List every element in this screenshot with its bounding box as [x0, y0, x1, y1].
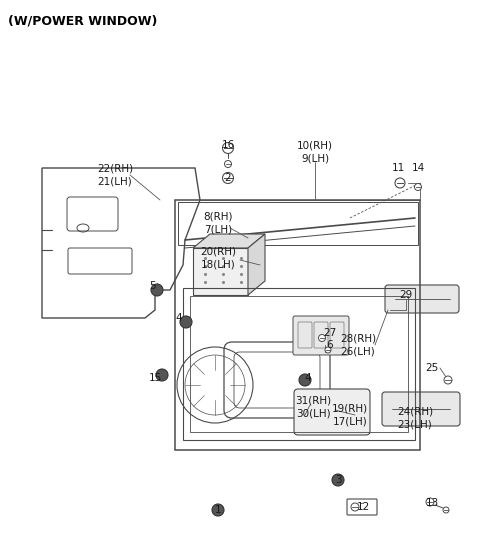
- Text: 11: 11: [391, 163, 405, 173]
- FancyBboxPatch shape: [294, 389, 370, 435]
- Text: 13: 13: [425, 498, 439, 508]
- Text: 20(RH)
18(LH): 20(RH) 18(LH): [200, 247, 236, 269]
- Circle shape: [223, 143, 233, 154]
- Circle shape: [395, 178, 405, 188]
- Circle shape: [225, 160, 231, 168]
- Circle shape: [325, 347, 331, 353]
- Circle shape: [332, 474, 344, 486]
- Text: 2: 2: [225, 173, 231, 183]
- Circle shape: [415, 184, 421, 190]
- FancyBboxPatch shape: [293, 316, 349, 355]
- FancyBboxPatch shape: [382, 392, 460, 426]
- Circle shape: [180, 316, 192, 328]
- Text: 22(RH)
21(LH): 22(RH) 21(LH): [97, 164, 133, 186]
- FancyBboxPatch shape: [385, 285, 459, 313]
- Text: 8(RH)
7(LH): 8(RH) 7(LH): [203, 212, 233, 234]
- Circle shape: [299, 374, 311, 386]
- Text: 28(RH)
26(LH): 28(RH) 26(LH): [340, 334, 376, 356]
- Text: 10(RH)
9(LH): 10(RH) 9(LH): [297, 141, 333, 163]
- Text: 29: 29: [399, 290, 413, 300]
- Circle shape: [319, 335, 325, 342]
- Text: 25: 25: [425, 363, 439, 373]
- Circle shape: [151, 284, 163, 296]
- Circle shape: [351, 503, 359, 511]
- Circle shape: [212, 504, 224, 516]
- Text: (W/POWER WINDOW): (W/POWER WINDOW): [8, 15, 157, 28]
- Circle shape: [426, 498, 434, 506]
- Text: 31(RH)
30(LH): 31(RH) 30(LH): [295, 396, 331, 418]
- Text: 5: 5: [149, 281, 156, 291]
- Circle shape: [443, 507, 449, 513]
- Text: 14: 14: [411, 163, 425, 173]
- Text: 16: 16: [221, 140, 235, 150]
- Text: 27: 27: [324, 328, 336, 338]
- Polygon shape: [248, 234, 265, 295]
- Text: 4: 4: [305, 373, 312, 383]
- Text: 15: 15: [148, 373, 162, 383]
- Circle shape: [156, 369, 168, 381]
- Text: 4: 4: [176, 313, 182, 323]
- Polygon shape: [193, 234, 265, 248]
- Polygon shape: [193, 248, 248, 295]
- Text: 6: 6: [327, 340, 333, 350]
- Text: 12: 12: [356, 502, 370, 512]
- Text: 3: 3: [335, 475, 341, 485]
- Circle shape: [223, 173, 233, 184]
- Text: 1: 1: [215, 505, 221, 515]
- Text: 19(RH)
17(LH): 19(RH) 17(LH): [332, 404, 368, 426]
- Circle shape: [444, 376, 452, 384]
- Text: 24(RH)
23(LH): 24(RH) 23(LH): [397, 407, 433, 429]
